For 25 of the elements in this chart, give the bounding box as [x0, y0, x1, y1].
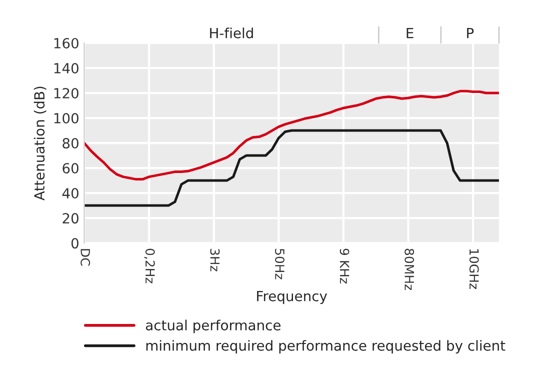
x-tick-label: 9 KHz — [340, 248, 350, 284]
y-tick-label: 160 — [54, 38, 78, 48]
text: E — [406, 28, 414, 38]
x-tick-label: 10GHz — [469, 249, 479, 289]
y-tick-label: 80 — [62, 138, 78, 149]
y-tick-label: 120 — [54, 88, 78, 98]
legend-label: actual performance — [146, 320, 281, 334]
y-tick-label: 140 — [54, 62, 78, 74]
text: H-field — [210, 28, 253, 38]
y-tick-label: 40 — [62, 188, 78, 199]
y-tick-label: 20 — [62, 213, 78, 224]
line-series — [84, 90, 499, 181]
x-tick-label: 0,2Hz — [144, 248, 155, 284]
x-tick-label: 3Hz — [210, 248, 220, 272]
text: P — [467, 28, 474, 38]
y-tick-label: 60 — [62, 163, 78, 174]
y-axis-title: Attenuation (dB) — [34, 86, 46, 200]
x-tick-label: DC — [80, 249, 90, 266]
legend-label: minimum required performance requested by client — [146, 340, 506, 354]
x-tick-label: 50Hz — [275, 248, 284, 280]
x-tick-label: 80MHz — [404, 248, 414, 290]
y-tick-label: 0 — [71, 238, 78, 249]
x-axis-title: Frequency — [257, 291, 328, 304]
line-series — [84, 129, 499, 207]
y-tick-label: 100 — [54, 113, 78, 124]
